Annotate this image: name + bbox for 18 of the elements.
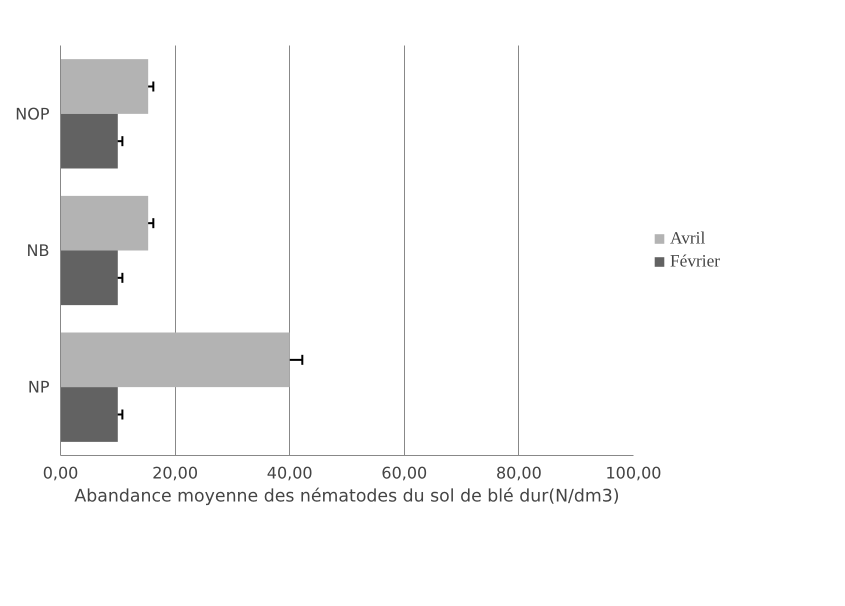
x-tick-label: 80,00 [496,464,542,482]
bar [60,59,148,114]
x-tick-label: 0,00 [42,464,78,482]
y-tick-label: NOP [15,104,50,124]
bar [60,250,118,306]
bar [60,332,290,388]
x-axis-title: Abandance moyenne des nématodes du sol de blé dur(N/dm3) [74,486,620,506]
x-tick-label: 20,00 [152,464,198,482]
x-tick-label: 40,00 [266,464,313,482]
y-tick-label: NP [28,378,50,397]
bar [60,196,148,250]
legend-label: Février [670,252,720,272]
legend-label: Avril [670,228,706,248]
bar [60,387,118,442]
y-tick-label: NB [26,241,50,260]
bar [60,114,118,168]
x-tick-label: 60,00 [381,464,428,482]
x-tick-label: 100,00 [606,464,662,482]
